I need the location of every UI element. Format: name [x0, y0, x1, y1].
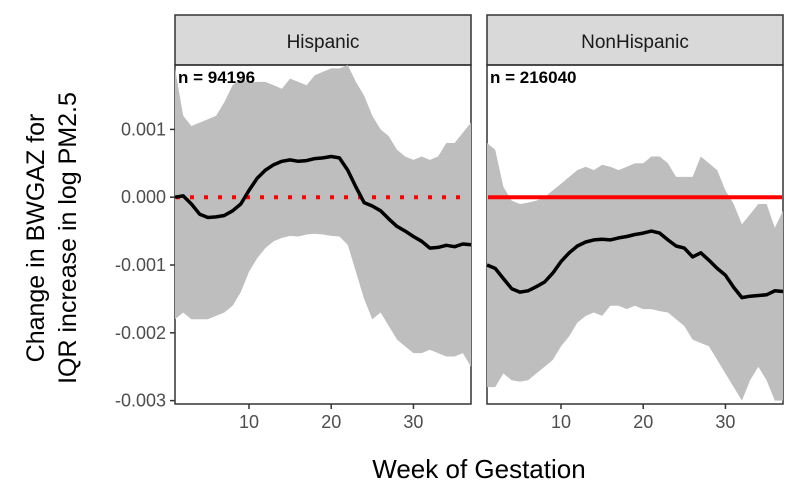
sample-size-label: n = 216040	[490, 68, 577, 87]
y-tick-label: -0.003	[115, 391, 166, 411]
y-axis: 0.001 0.000 -0.001 -0.002 -0.003	[115, 119, 175, 411]
x-tick-label: 20	[321, 412, 341, 432]
panel-nonhispanic: NonHispanic n = 216040 10 20 30	[486, 14, 784, 432]
x-tick-label: 30	[403, 412, 423, 432]
panel-marks	[174, 65, 472, 367]
sample-size-label: n = 94196	[178, 68, 255, 87]
y-tick-label: -0.001	[115, 255, 166, 275]
panel-hispanic: Hispanic n = 94196 10 20 30	[174, 14, 472, 432]
strip-label: Hispanic	[287, 32, 360, 53]
strip-label: NonHispanic	[581, 32, 689, 53]
estimate-line	[174, 154, 472, 250]
panel-marks	[486, 143, 784, 401]
strip-background	[174, 14, 472, 66]
x-tick-label: 20	[633, 412, 653, 432]
strip-background	[486, 14, 784, 66]
x-tick-label: 30	[715, 412, 735, 432]
y-axis-title-line-1: Change in BWGAZ for	[22, 114, 50, 363]
x-tick-label: 10	[551, 412, 571, 432]
y-axis-title-line-2: IQR increase in log PM2.5	[54, 92, 82, 384]
x-tick-label: 10	[239, 412, 259, 432]
x-axis: 10 20 30	[239, 404, 423, 432]
x-axis-title: Week of Gestation	[372, 454, 585, 484]
confidence-ribbon	[487, 143, 783, 401]
y-tick-label: 0.001	[121, 119, 166, 139]
estimate-line	[486, 229, 784, 300]
y-tick-label: -0.002	[115, 323, 166, 343]
y-tick-label: 0.000	[121, 187, 166, 207]
x-axis: 10 20 30	[551, 404, 735, 432]
confidence-ribbon	[175, 65, 471, 367]
y-axis-title: Change in BWGAZ for	[22, 114, 50, 363]
y-axis-title-2: IQR increase in log PM2.5	[54, 92, 82, 384]
